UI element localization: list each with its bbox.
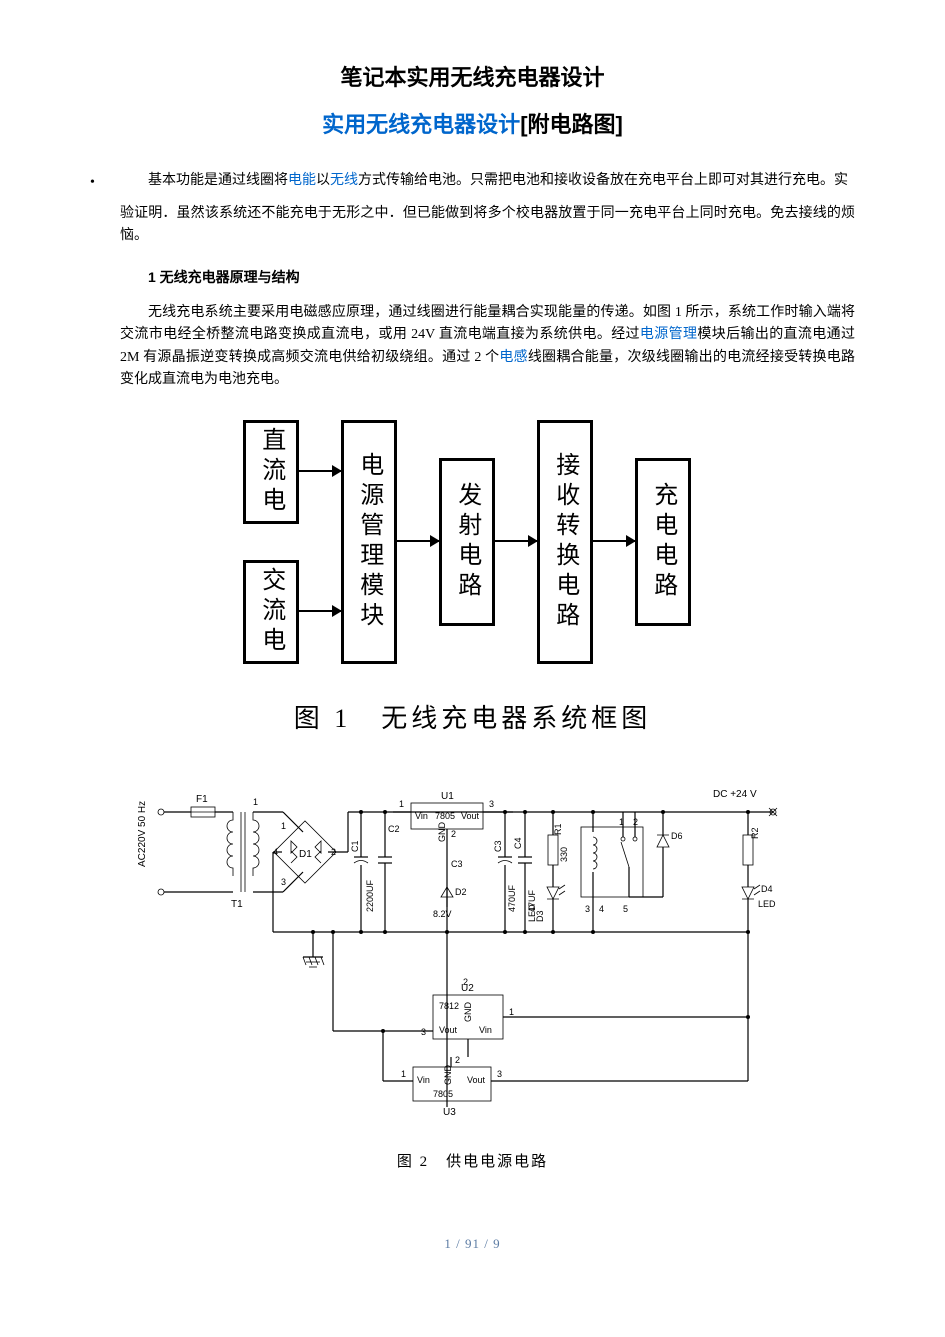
figure-1-caption: 图 1 无线充电器系统框图: [90, 698, 855, 740]
svg-text:Vout: Vout: [461, 811, 480, 821]
block-power-mgmt: 电源管理模块: [341, 420, 397, 664]
svg-text:3: 3: [585, 904, 590, 914]
intro-line2: 验证明．虽然该系统还不能充电于无形之中．但已能做到将多个校电器放置于同一充电平台…: [120, 203, 855, 248]
subtitle-mid: 设计: [476, 112, 520, 137]
svg-text:2: 2: [633, 817, 638, 827]
svg-text:5: 5: [623, 904, 628, 914]
block-chg-label: 充电电路: [649, 482, 675, 602]
p1-link-inductor[interactable]: 电感: [499, 350, 527, 365]
label-d6: D6: [671, 831, 683, 841]
arrow-3: [397, 540, 439, 542]
intro-text-1c: 方式传输给电池。只需把电池和接收设备放在充电平台上即可对其进行充电。实: [358, 173, 848, 188]
label-c2: C2: [388, 824, 400, 834]
svg-text:3: 3: [497, 1069, 502, 1079]
label-dc24: DC +24 V: [713, 789, 757, 800]
figure-2-wrap: AC220V 50 Hz F1 T1 1 D: [90, 757, 855, 1173]
figure-2-schematic: AC220V 50 Hz F1 T1 1 D: [133, 757, 813, 1137]
label-f1: F1: [196, 794, 208, 805]
svg-text:1: 1: [401, 1069, 406, 1079]
block-dc-label: 直流电: [257, 427, 283, 517]
label-c3v: 470UF: [507, 885, 517, 913]
block-rx: 接收转换电路: [537, 420, 593, 664]
label-ac-in: AC220V 50 Hz: [137, 801, 148, 867]
block-pwr-label: 电源管理模块: [355, 452, 381, 632]
intro-text-1a: 基本功能是通过线圈将: [148, 173, 288, 188]
arrow-1: [299, 470, 341, 472]
p1-link-power-mgmt[interactable]: 电源管理: [640, 327, 697, 342]
svg-text:3: 3: [421, 1027, 426, 1037]
figure-1-block-diagram: 直流电 交流电 电源管理模块 发射电路 接收转换电路 充电电路: [223, 410, 723, 680]
label-d3t: LED: [527, 904, 537, 922]
svg-text:1: 1: [253, 797, 258, 807]
intro-bullet-row: • 基本功能是通过线圈将电能以无线方式传输给电池。只需把电池和接收设备放在充电平…: [90, 170, 855, 401]
svg-text:GND: GND: [463, 1002, 473, 1023]
label-d2: D2: [455, 887, 467, 897]
svg-text:Vout: Vout: [467, 1075, 486, 1085]
svg-text:2: 2: [455, 1055, 460, 1065]
intro-text-1b: 以: [316, 173, 330, 188]
svg-text:1: 1: [509, 1007, 514, 1017]
subtitle-link[interactable]: 无线充电器: [366, 112, 476, 137]
bullet-icon: •: [90, 170, 120, 401]
svg-text:4: 4: [599, 904, 604, 914]
label-u3: U3: [443, 1107, 456, 1118]
document-title: 笔记本实用无线充电器设计: [90, 60, 855, 95]
arrow-5: [593, 540, 635, 542]
intro-line1: 基本功能是通过线圈将电能以无线方式传输给电池。只需把电池和接收设备放在充电平台上…: [120, 170, 855, 192]
subtitle-prefix: 实用: [322, 112, 366, 137]
label-d4t: LED: [758, 899, 776, 909]
label-c3s: C3: [451, 859, 463, 869]
svg-text:GND: GND: [443, 1065, 453, 1086]
svg-text:Vin: Vin: [415, 811, 428, 821]
svg-text:1: 1: [281, 821, 286, 831]
label-c1: C1: [350, 841, 360, 853]
svg-text:3: 3: [489, 799, 494, 809]
svg-text:7812: 7812: [439, 1001, 459, 1011]
svg-text:1: 1: [619, 817, 624, 827]
label-c4: C4: [513, 838, 523, 850]
label-d4: D4: [761, 884, 773, 894]
figure-1-wrap: 直流电 交流电 电源管理模块 发射电路 接收转换电路 充电电路 图 1 无线充电…: [90, 410, 855, 740]
label-t1: T1: [231, 899, 243, 910]
label-d2v: 8.2V: [433, 909, 452, 919]
label-r2: R2: [750, 828, 760, 840]
block-ac: 交流电: [243, 560, 299, 664]
arrow-4: [495, 540, 537, 542]
intro-link-dianneng[interactable]: 电能: [288, 173, 316, 188]
svg-text:7805: 7805: [433, 1089, 453, 1099]
document-subtitle: 实用无线充电器设计[附电路图]: [90, 107, 855, 142]
label-u1: U1: [441, 791, 454, 802]
label-c1v: 2200UF: [365, 880, 375, 913]
svg-text:GND: GND: [437, 822, 447, 843]
svg-text:Vout: Vout: [439, 1025, 458, 1035]
svg-text:1: 1: [399, 799, 404, 809]
block-ac-label: 交流电: [257, 567, 283, 657]
label-r1v: 330: [559, 847, 569, 862]
svg-text:Vin: Vin: [417, 1075, 430, 1085]
section-1-heading: 1 无线充电器原理与结构: [148, 266, 855, 288]
block-rx-label: 接收转换电路: [551, 452, 577, 632]
page-footer: 1 / 91 / 9: [90, 1234, 855, 1255]
label-c3: C3: [493, 841, 503, 853]
block-tx-label: 发射电路: [453, 482, 479, 602]
label-r1: R1: [553, 824, 563, 836]
block-charge: 充电电路: [635, 458, 691, 626]
svg-text:2: 2: [463, 977, 468, 987]
svg-text:Vin: Vin: [479, 1025, 492, 1035]
paragraph-1: 无线充电系统主要采用电磁感应原理，通过线圈进行能量耦合实现能量的传递。如图 1 …: [120, 302, 855, 392]
arrow-2: [299, 610, 341, 612]
label-d1: D1: [299, 849, 312, 860]
svg-text:3: 3: [281, 877, 286, 887]
svg-text:2: 2: [451, 829, 456, 839]
figure-2-caption: 图 2 供电电源电路: [90, 1150, 855, 1174]
svg-text:7805: 7805: [435, 811, 455, 821]
block-dc: 直流电: [243, 420, 299, 524]
intro-link-wuxian[interactable]: 无线: [330, 173, 358, 188]
subtitle-suffix: [附电路图]: [520, 112, 623, 137]
block-tx: 发射电路: [439, 458, 495, 626]
